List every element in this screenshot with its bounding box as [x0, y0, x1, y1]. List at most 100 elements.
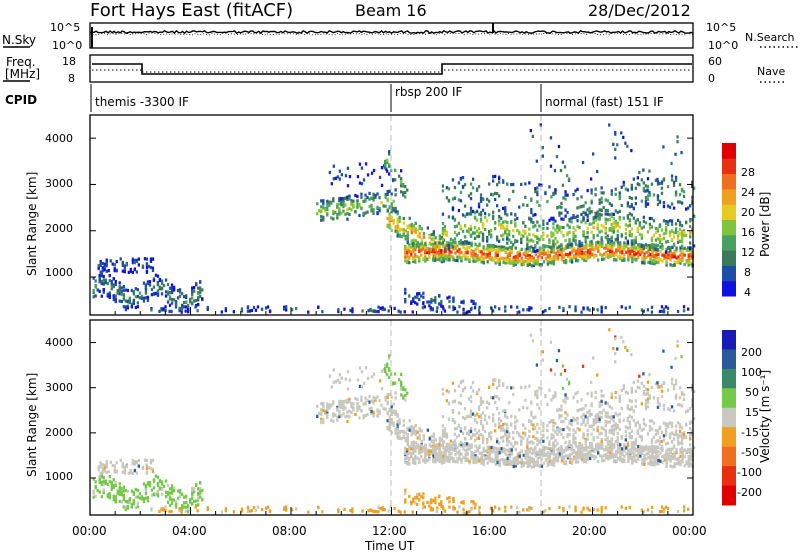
power-cell [502, 257, 505, 261]
power-cell [658, 309, 662, 314]
power-cell [488, 182, 491, 186]
power-cell [528, 227, 531, 231]
power-cell [666, 220, 670, 224]
velocity-cell [479, 422, 483, 426]
freq-left-tick-1: 8 [68, 72, 75, 85]
velocity-cell [631, 450, 634, 455]
velocity-cell [440, 450, 443, 454]
power-cell [664, 231, 668, 235]
power-cell [614, 225, 617, 229]
power-cell [522, 234, 525, 238]
power-cell [374, 195, 377, 199]
power-cell [197, 296, 200, 300]
velocity-cell [470, 453, 473, 457]
power-cell [526, 241, 529, 245]
velocity-cell [512, 464, 515, 469]
velocity-cell [639, 454, 642, 458]
velocity-cell [538, 455, 541, 459]
power-cell [574, 308, 577, 312]
power-cell [646, 230, 650, 234]
power-cell [542, 260, 546, 264]
power-cell [199, 286, 202, 290]
power-cell [597, 240, 600, 245]
velocity-cell [416, 430, 419, 434]
power-cell [406, 224, 409, 228]
power-cell [462, 254, 465, 258]
power-cell [600, 236, 603, 240]
power-cell [510, 261, 513, 265]
velocity-cell [504, 460, 507, 464]
power-cell [448, 249, 451, 253]
velocity-cell [591, 449, 594, 453]
velocity-cell [520, 435, 523, 439]
power-cell [572, 231, 575, 235]
power-cell [107, 269, 110, 273]
velocity-cell [663, 453, 666, 457]
power-cell [644, 199, 648, 203]
velocity-cell [506, 460, 509, 464]
velocity-cell [92, 491, 95, 495]
power-cell [593, 246, 596, 250]
velocity-cell [428, 437, 431, 441]
power-cell [590, 230, 593, 234]
power-cell [123, 270, 126, 274]
power-cell [441, 189, 445, 193]
power-cell [642, 215, 645, 219]
power-cell [470, 249, 473, 253]
power-cell [422, 302, 425, 306]
velocity-cell [508, 447, 511, 451]
power-cell [508, 233, 511, 237]
power-cell [150, 287, 154, 292]
power-cell [144, 289, 148, 293]
power-cell [641, 247, 644, 251]
velocity-cell [615, 459, 618, 463]
power-cell [581, 160, 585, 165]
power-cell [477, 202, 481, 206]
power-cell [432, 251, 435, 256]
power-cell [195, 282, 198, 286]
velocity-cell [460, 442, 463, 446]
power-cell [404, 235, 407, 239]
velocity-cell [151, 458, 155, 462]
freq-right-tick-1: 0 [708, 72, 715, 85]
power-cell [101, 261, 104, 266]
velocity-cell [133, 460, 136, 464]
power-cell [553, 169, 557, 173]
power-cell [610, 189, 613, 193]
power-cell [580, 253, 584, 257]
power-cell [564, 190, 567, 194]
power-cell [145, 269, 149, 273]
velocity-cell [472, 458, 475, 462]
velocity-cell [599, 454, 602, 458]
power-cell [445, 233, 449, 237]
velocity-cell [418, 437, 421, 441]
power-cell [658, 224, 662, 228]
power-cell [550, 195, 553, 199]
power-cell [467, 194, 471, 198]
velocity-cell [434, 443, 437, 447]
power-cell [469, 212, 473, 216]
power-cell [658, 200, 662, 204]
velocity-cell [332, 419, 335, 423]
velocity-cell [536, 460, 539, 464]
power-cell [406, 188, 409, 192]
power-cell [518, 259, 521, 263]
velocity-cell [560, 452, 564, 456]
velocity-cell [504, 429, 507, 433]
velocity-cell [613, 443, 616, 447]
power-cell [416, 295, 419, 300]
power-cell [689, 246, 692, 250]
power-cell [614, 238, 617, 242]
power-cell [648, 248, 652, 252]
velocity-cell [458, 457, 461, 461]
power-cell [368, 191, 371, 195]
power-cell [685, 233, 688, 237]
power-cell [232, 310, 235, 314]
power-cell [416, 302, 419, 306]
power-cell [360, 206, 363, 211]
power-cell [512, 255, 515, 259]
power-cell [687, 248, 690, 252]
power-cell [322, 218, 325, 222]
velocity-cell [338, 409, 341, 413]
velocity-cell [424, 457, 427, 461]
